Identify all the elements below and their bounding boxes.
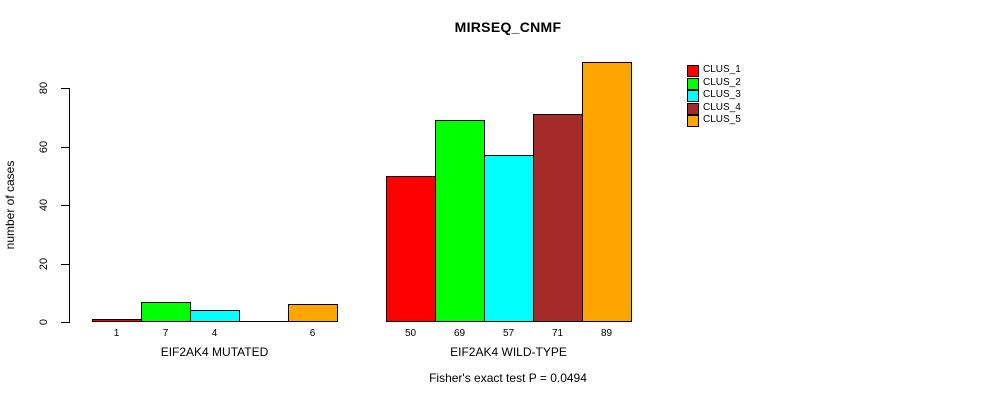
legend-swatch-CLUS_1: [687, 65, 699, 77]
group-label: EIF2AK4 MUTATED: [160, 345, 269, 359]
bar-value-label: 69: [453, 328, 466, 339]
bar-value-label: 1: [113, 328, 120, 339]
bar-value-label: 6: [309, 328, 316, 339]
bar-value-label: 4: [211, 328, 218, 339]
y-tick-mark: [61, 205, 69, 206]
bar-value-label: 57: [502, 328, 515, 339]
bar-CLUS_3: [190, 310, 240, 322]
bar-CLUS_4: [239, 321, 289, 322]
legend-label-CLUS_5: CLUS_5: [703, 114, 741, 125]
bar-CLUS_5: [288, 304, 338, 322]
y-tick-mark: [61, 322, 69, 323]
bar-value-label: 89: [600, 328, 613, 339]
bar-CLUS_5: [582, 62, 632, 322]
legend-swatch-CLUS_2: [687, 78, 699, 90]
legend-swatch-CLUS_4: [687, 103, 699, 115]
legend-label-CLUS_1: CLUS_1: [703, 64, 741, 75]
bar-CLUS_2: [435, 120, 485, 322]
legend-label-CLUS_2: CLUS_2: [703, 77, 741, 88]
chart-title: MIRSEQ_CNMF: [454, 19, 562, 35]
y-tick-mark: [61, 264, 69, 265]
legend-swatch-CLUS_5: [687, 115, 699, 127]
group-label: EIF2AK4 WILD-TYPE: [450, 345, 567, 359]
y-tick-mark: [61, 88, 69, 89]
bar-value-label: 50: [404, 328, 417, 339]
y-tick-mark: [61, 147, 69, 148]
legend-label-CLUS_3: CLUS_3: [703, 89, 741, 100]
bar-value-label: 71: [551, 328, 564, 339]
bar-value-label: 7: [162, 328, 169, 339]
legend-swatch-CLUS_3: [687, 90, 699, 102]
footnote: Fisher's exact test P = 0.0494: [429, 371, 587, 385]
y-axis-line: [69, 88, 70, 323]
bar-CLUS_4: [533, 114, 583, 322]
legend-label-CLUS_4: CLUS_4: [703, 102, 741, 113]
